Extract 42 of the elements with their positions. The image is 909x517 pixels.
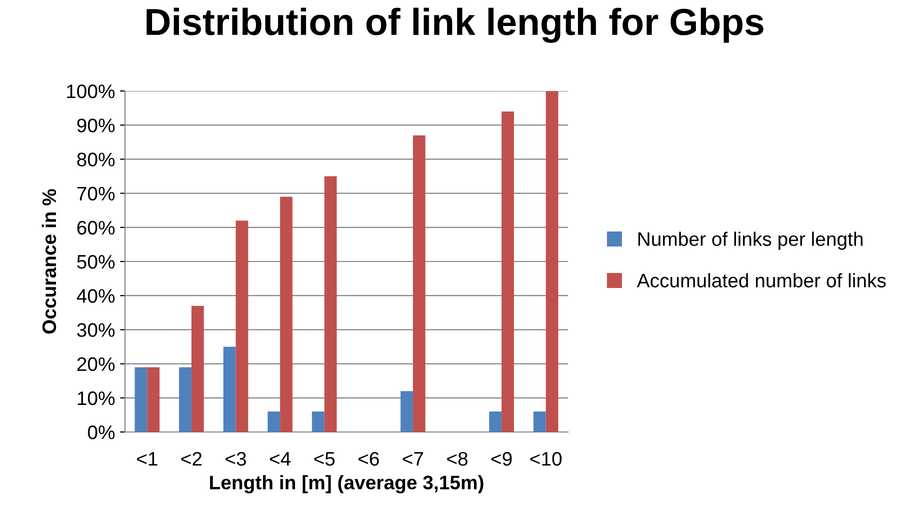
legend-label: Accumulated number of links: [636, 273, 886, 288]
bar: [268, 412, 280, 432]
y-tick-label: 30%: [77, 323, 115, 337]
x-tick-label: <9: [491, 452, 512, 466]
y-tick-label: 70%: [77, 186, 115, 201]
y-tick-label: 40%: [76, 289, 115, 303]
x-tick-label: <10: [530, 452, 562, 466]
chart-title: Distribution of link length for Gbps: [146, 8, 764, 43]
x-tick-label: <3: [226, 452, 246, 466]
y-tick-label: 10%: [78, 391, 115, 406]
y-tick-label: 80%: [77, 152, 115, 166]
y-tick-label: 0%: [88, 425, 115, 440]
bar: [412, 135, 426, 432]
bar: [324, 176, 337, 432]
bar: [546, 91, 558, 432]
bar: [489, 412, 502, 432]
y-tick-label: 100%: [67, 84, 115, 98]
bar: [533, 412, 546, 432]
x-tick-label: <4: [270, 452, 291, 466]
x-axis-title: Length in [m] (average 3,15m): [210, 475, 484, 494]
bar: [134, 367, 148, 432]
legend-label: Number of links per length: [638, 232, 863, 250]
bar: [179, 367, 192, 432]
bar: [400, 391, 413, 432]
y-tick-label: 50%: [77, 254, 115, 269]
x-tick-label: <6: [358, 452, 379, 466]
y-tick-label: 60%: [77, 220, 115, 235]
y-tick-label: 90%: [77, 118, 115, 132]
y-tick-label: 20%: [77, 357, 115, 372]
bar: [236, 220, 248, 432]
x-tick-label: <2: [181, 452, 202, 466]
x-tick-label: <5: [314, 452, 335, 466]
bar: [502, 111, 514, 432]
bar: [147, 367, 160, 432]
x-tick-label: <1: [137, 452, 158, 466]
x-tick-label: <8: [447, 452, 468, 466]
bar: [191, 306, 204, 432]
bar: [223, 346, 236, 432]
bar: [280, 196, 292, 432]
y-axis-title: Occurance in %: [42, 189, 56, 334]
bar: [312, 412, 324, 432]
x-tick-label: <7: [402, 452, 424, 466]
